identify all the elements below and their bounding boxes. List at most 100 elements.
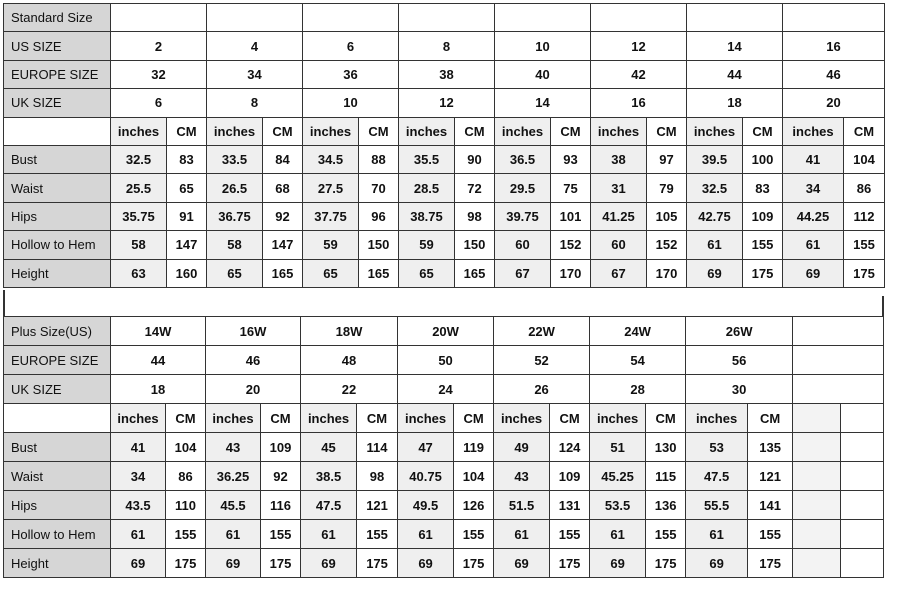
size-value: 46 [205,345,302,375]
empty-cell [3,403,111,433]
empty-cell [792,345,885,375]
cm-value: 96 [358,201,399,232]
cm-value: 92 [260,461,302,491]
inches-value: 32.5 [686,173,743,203]
inches-value: 29.5 [494,173,551,203]
cm-value: 170 [550,258,591,288]
inches-value: 31 [590,173,647,203]
empty-cell [840,519,885,549]
inches-value: 38 [590,144,647,175]
size-value: 4 [206,31,303,61]
size-value: 56 [685,345,794,375]
cm-value: 155 [453,519,495,549]
size-value: 26 [493,374,591,404]
inches-value: 65 [206,258,263,288]
size-value: 22W [493,316,591,346]
unit-cm: CM [260,403,302,433]
row-label: UK SIZE [3,88,111,118]
cm-value: 92 [262,201,303,232]
inches-value: 42.75 [686,201,743,232]
inches-value: 53.5 [589,490,647,520]
empty-cell [792,403,842,433]
cm-value: 175 [453,548,495,578]
inches-value: 51 [589,432,647,462]
size-value: 2 [110,31,207,61]
cm-value: 150 [358,230,399,260]
inches-value: 28.5 [398,173,455,203]
cm-value: 165 [454,258,495,288]
unit-cm: CM [262,116,303,146]
row-label: EUROPE SIZE [3,59,111,90]
inches-value: 65 [398,258,455,288]
size-value: 24W [589,316,687,346]
size-row: UK SIZE 18 20 22 24 26 28 30 [3,374,885,404]
cm-value: 141 [747,490,794,520]
row-label: Height [3,258,111,288]
unit-inches: inches [590,116,647,146]
cm-value: 126 [453,490,495,520]
size-value: 8 [398,31,495,61]
cm-value: 112 [843,201,885,232]
row-label: Hollow to Hem [3,230,111,260]
row-label: Height [3,548,111,578]
cm-value: 155 [549,519,591,549]
size-value: 42 [590,59,687,90]
cm-value: 86 [843,173,885,203]
cm-value: 175 [356,548,399,578]
cm-value: 165 [262,258,303,288]
inches-value: 59 [302,230,359,260]
measurement-row: Bust 32.5 83 33.5 84 34.5 88 35.5 90 36.5 93 38 97 39… [3,144,885,175]
row-label: Waist [3,461,111,491]
cm-value: 175 [747,548,794,578]
cm-value: 104 [453,461,495,491]
measurement-row: Height 69 175 69 175 69 175 69 175 69 175 69 175 69 17… [3,548,885,578]
inches-value: 35.5 [398,144,455,175]
cm-value: 155 [645,519,687,549]
size-value: 20 [782,88,885,118]
inches-value: 47.5 [685,461,749,491]
size-row: Plus Size(US) 14W 16W 18W 20W 22W 24W 26W [3,316,885,346]
inches-value: 61 [205,519,262,549]
inches-value: 39.75 [494,201,551,232]
inches-value: 36.75 [206,201,263,232]
cm-value: 121 [356,490,399,520]
inches-value: 38.75 [398,201,455,232]
unit-inches: inches [110,403,166,433]
size-value: 30 [685,374,794,404]
size-value: 6 [302,31,399,61]
cm-value: 135 [747,432,794,462]
size-row: EUROPE SIZE 44 46 48 50 52 54 56 [3,345,885,375]
empty-cell [398,2,495,33]
inches-value: 43 [205,432,262,462]
cm-value: 100 [742,144,783,175]
inches-value: 67 [494,258,551,288]
cm-value: 165 [358,258,399,288]
size-value: 20 [205,374,302,404]
inches-value: 69 [397,548,455,578]
inches-value: 40.75 [397,461,455,491]
inches-value: 26.5 [206,173,263,203]
unit-cm: CM [747,403,794,433]
inches-value: 32.5 [110,144,167,175]
inches-value: 61 [685,519,749,549]
inches-value: 69 [493,548,551,578]
unit-inches: inches [300,403,358,433]
size-value: 14W [109,316,207,346]
empty-cell [590,2,687,33]
size-value: 40 [494,59,591,90]
row-label: Hollow to Hem [3,519,111,549]
size-value: 18 [686,88,783,118]
measurement-row: Bust 41 104 43 109 45 114 47 119 49 124 51 130 53 135 [3,432,885,462]
cm-value: 70 [358,173,399,203]
cm-value: 175 [164,548,207,578]
inches-value: 69 [110,548,166,578]
cm-value: 175 [645,548,687,578]
cm-value: 175 [260,548,302,578]
empty-cell [840,403,885,433]
empty-cell [792,519,842,549]
cm-value: 114 [356,432,399,462]
empty-cell [792,490,842,520]
unit-cm: CM [164,403,207,433]
empty-cell [840,548,885,578]
inches-value: 61 [782,230,844,260]
